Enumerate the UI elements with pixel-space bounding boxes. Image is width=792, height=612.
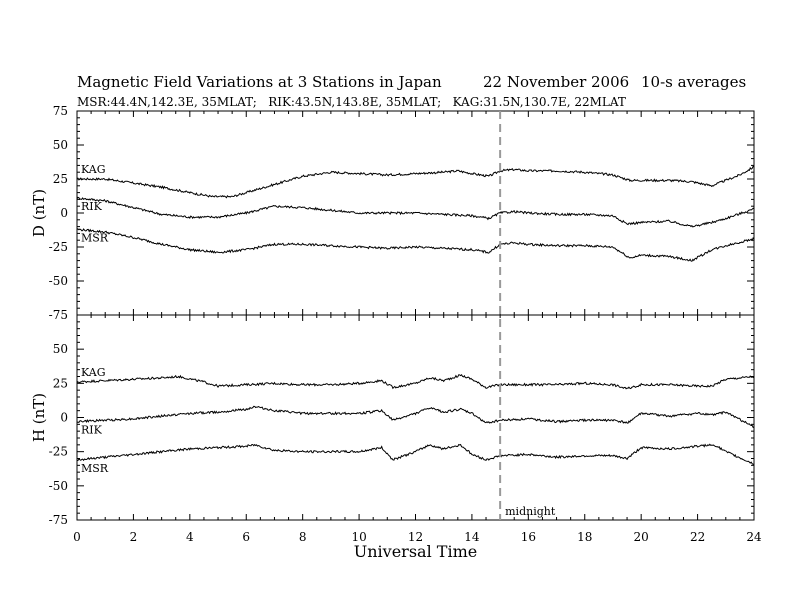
x-tick-label: 18 (577, 530, 592, 544)
panel-d-declination: 75 50 25 0 -25 -50 -75 D (nT) KAG RIK MSR (30, 104, 755, 322)
x-tick-label: 0 (73, 530, 81, 544)
x-tick-label: 8 (299, 530, 307, 544)
chart-title: Magnetic Field Variations at 3 Stations … (77, 73, 442, 91)
midnight-marker: midnight (499, 111, 556, 520)
series-line-msr (76, 443, 755, 465)
y-tick-label: 25 (53, 376, 68, 390)
panel-h-horizontal: 50 25 0 -25 -50 -75 H (nT) KAG RIK MSR (30, 314, 755, 527)
x-tick-label: 16 (521, 530, 536, 544)
x-tick-label: 10 (351, 530, 366, 544)
chart-header: Magnetic Field Variations at 3 Stations … (0, 0, 792, 110)
chart-averages: 10-s averages (641, 73, 747, 91)
chart-subtitle: MSR:44.4N,142.3E, 35MLAT; RIK:43.5N,143.… (77, 95, 626, 109)
series-line-rik (76, 405, 755, 429)
series-label-kag: KAG (81, 366, 106, 379)
series-line-rik (76, 196, 755, 228)
y-tick-label: -75 (49, 513, 68, 527)
x-tick-label: 14 (464, 530, 480, 544)
y-tick-label: -75 (49, 308, 68, 322)
series-line-kag (76, 165, 755, 199)
y-tick-label: 50 (53, 342, 68, 356)
y-tick-label: 75 (53, 104, 68, 118)
chart-date: 22 November 2006 (483, 73, 630, 91)
y-axis-label: D (nT) (30, 189, 48, 237)
x-tick-label: 6 (242, 530, 250, 544)
x-tick-label: 4 (186, 530, 194, 544)
y-tick-label: -25 (49, 240, 68, 254)
y-axis-label: H (nT) (30, 393, 48, 442)
y-tick-label: 25 (53, 172, 68, 186)
x-tick-label: 20 (634, 530, 649, 544)
x-axis-label: Universal Time (354, 542, 477, 561)
series-label-rik: RIK (81, 424, 103, 437)
y-tick-label: 0 (60, 411, 68, 425)
y-tick-label: -50 (49, 479, 68, 493)
y-tick-label: 0 (60, 206, 68, 220)
y-tick-label: 50 (53, 138, 68, 152)
series-label-rik: RIK (81, 200, 103, 213)
midnight-label: midnight (505, 505, 556, 518)
panel-frame (76, 110, 755, 316)
series-label-msr: MSR (81, 231, 109, 244)
x-tick-label: 2 (130, 530, 138, 544)
x-tick-label: 24 (746, 530, 762, 544)
series-line-kag (76, 374, 755, 390)
x-tick-label: 22 (690, 530, 705, 544)
y-tick-label: -50 (49, 274, 68, 288)
series-label-kag: KAG (81, 163, 106, 176)
x-tick-label: 12 (408, 530, 423, 544)
y-tick-label: -25 (49, 445, 68, 459)
panel-frame (76, 314, 755, 521)
series-label-msr: MSR (81, 462, 109, 475)
series-line-msr (76, 228, 755, 262)
